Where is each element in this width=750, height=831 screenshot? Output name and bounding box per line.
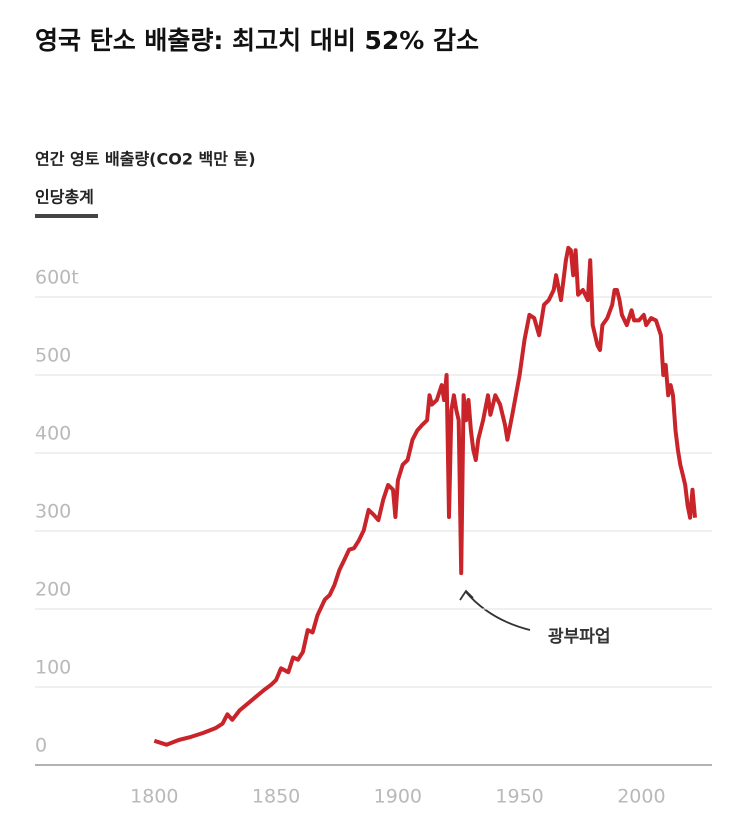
tab[interactable]: 인당총계: [35, 188, 94, 207]
line: [153, 245, 697, 747]
y-tick-label: 400: [35, 423, 71, 445]
x-tick-label: 1800: [130, 786, 178, 808]
x-tick-label: 1850: [252, 786, 300, 808]
y-tick-label: 100: [35, 657, 71, 679]
y-tick-label: 300: [35, 501, 71, 523]
x-tick-label: 1900: [374, 786, 422, 808]
tab-underline: [35, 214, 98, 218]
x-tick-label: 2000: [617, 786, 665, 808]
y-tick-label: 200: [35, 579, 71, 601]
y-tick-label: 600t: [35, 267, 79, 289]
y-axis-label: 연간 영토 배출량(CO2 백만 톤): [35, 150, 256, 169]
x-tick-label: 1950: [495, 786, 543, 808]
annotation-arrow: [465, 591, 531, 631]
y-tick-label: 500: [35, 345, 71, 367]
annotation: 광부파업: [548, 627, 611, 647]
chart-title: 영국 탄소 배출량: 최고치 대비 52% 감소: [35, 26, 479, 55]
y-tick-label: 0: [35, 735, 47, 757]
arrow-head: [459, 589, 474, 601]
